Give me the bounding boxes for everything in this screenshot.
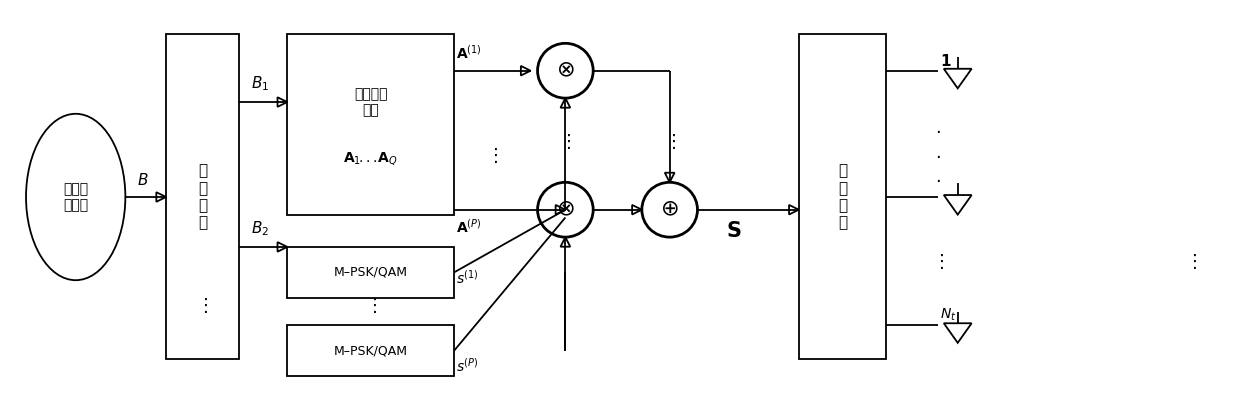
- Text: 空
时
映
射: 空 时 映 射: [838, 163, 847, 231]
- Text: $s^{(P)}$: $s^{(P)}$: [456, 356, 479, 375]
- Text: $\vdots$: $\vdots$: [196, 296, 208, 315]
- Text: $\vdots$: $\vdots$: [1185, 252, 1197, 271]
- Text: 激活散射
矩阵: 激活散射 矩阵: [353, 87, 387, 117]
- Text: $B_1$: $B_1$: [252, 75, 269, 93]
- Text: $s^{(1)}$: $s^{(1)}$: [456, 268, 479, 286]
- Text: $\vdots$: $\vdots$: [663, 132, 676, 151]
- Text: $\otimes$: $\otimes$: [556, 61, 574, 81]
- Text: 串
并
转
换: 串 并 转 换: [197, 163, 207, 231]
- Text: $\otimes$: $\otimes$: [556, 200, 574, 220]
- Bar: [288, 325, 454, 376]
- Text: $\vdots$: $\vdots$: [486, 146, 497, 165]
- Text: $B_2$: $B_2$: [252, 219, 269, 238]
- Bar: [799, 33, 887, 360]
- Text: $\vdots$: $\vdots$: [365, 296, 377, 315]
- Text: 发送数
据比特: 发送数 据比特: [63, 182, 88, 212]
- Bar: [166, 33, 238, 360]
- Text: $\cdot$: $\cdot$: [935, 147, 941, 165]
- Text: $\mathbf{A}_1\!...\!\mathbf{A}_Q$: $\mathbf{A}_1\!...\!\mathbf{A}_Q$: [343, 150, 398, 167]
- Text: $N_t$: $N_t$: [940, 307, 956, 323]
- Text: $\mathbf{A}^{(P)}$: $\mathbf{A}^{(P)}$: [456, 218, 481, 235]
- Text: $\mathbf{S}$: $\mathbf{S}$: [727, 222, 742, 241]
- Text: $\oplus$: $\oplus$: [661, 200, 680, 220]
- Text: $\mathbf{A}^{(1)}$: $\mathbf{A}^{(1)}$: [456, 44, 482, 62]
- Text: M–PSK/QAM: M–PSK/QAM: [334, 266, 408, 279]
- Bar: [288, 33, 454, 215]
- Text: $\cdot$: $\cdot$: [935, 171, 941, 189]
- Text: $\vdots$: $\vdots$: [559, 132, 572, 151]
- Text: $\cdot$: $\cdot$: [935, 122, 941, 140]
- Bar: [288, 247, 454, 298]
- Text: $\vdots$: $\vdots$: [932, 252, 944, 271]
- Text: $B$: $B$: [138, 172, 149, 188]
- Text: $\mathbf{1}$: $\mathbf{1}$: [940, 53, 951, 69]
- Text: M–PSK/QAM: M–PSK/QAM: [334, 344, 408, 357]
